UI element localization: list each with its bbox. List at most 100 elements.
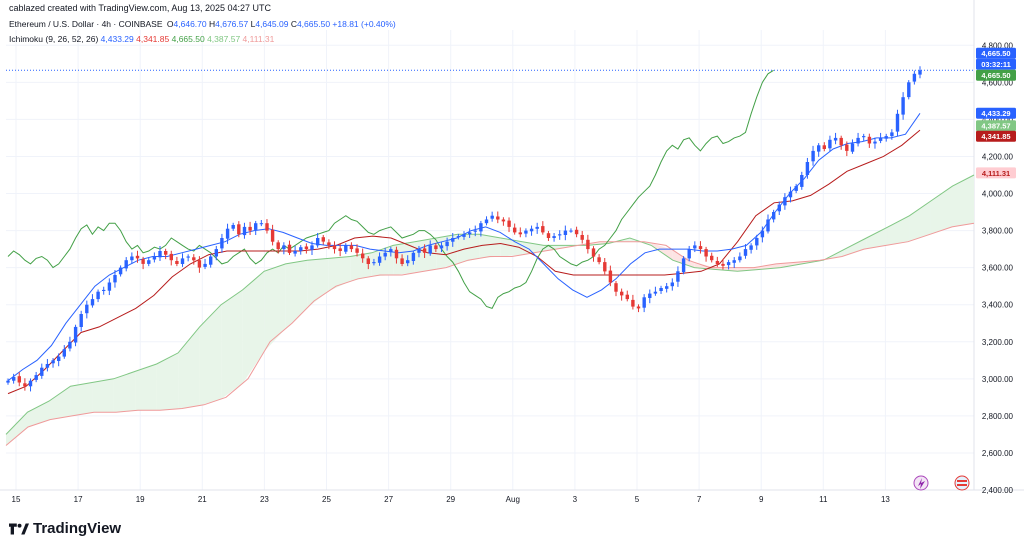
- candle-down: [580, 235, 584, 240]
- candle-up: [918, 70, 922, 75]
- candle-up: [344, 245, 348, 252]
- candle-down: [355, 248, 359, 253]
- candle-up: [681, 258, 686, 273]
- candle-up: [254, 223, 258, 230]
- x-axis-tick-label: 7: [697, 495, 702, 504]
- current-price-tag: 4,665.50: [981, 49, 1010, 58]
- candle-down: [169, 253, 173, 261]
- candle-down: [631, 299, 635, 307]
- candle-up: [873, 141, 877, 144]
- lightning-icon: [918, 478, 925, 489]
- candle-up: [805, 162, 810, 175]
- cloud-segment-bull: [242, 271, 265, 384]
- candle-up: [738, 256, 742, 261]
- indicator-span-b-value: 4,111.31: [242, 34, 275, 44]
- cloud-segment-bull: [866, 226, 888, 249]
- candle-up: [220, 238, 224, 249]
- candle-up: [653, 291, 658, 294]
- cloud-segment-bull: [371, 245, 394, 277]
- candle-up: [862, 136, 866, 138]
- x-axis-tick-label: 9: [759, 495, 764, 504]
- candle-down: [141, 259, 145, 264]
- candle-down: [715, 261, 720, 264]
- symbol-label[interactable]: Ethereum / U.S. Dollar · 4h · COINBASE: [9, 19, 163, 29]
- candle-up: [878, 137, 883, 141]
- base-line: [7, 129, 921, 395]
- candle-up: [665, 286, 669, 289]
- cloud-segment-bull: [178, 326, 200, 409]
- tradingview-logo-icon: [9, 522, 29, 535]
- candle-down: [237, 224, 241, 235]
- candle-up: [389, 249, 393, 253]
- candle-up: [107, 282, 112, 291]
- candle-up: [406, 260, 410, 264]
- candle-up: [468, 232, 472, 235]
- candle-down: [327, 242, 331, 246]
- x-axis-tick-label: 25: [322, 495, 331, 504]
- candle-down: [276, 242, 280, 250]
- candle-down: [597, 257, 601, 263]
- candle-up: [445, 241, 449, 247]
- candle-down: [23, 383, 27, 387]
- indicator-name[interactable]: Ichimoku (9, 26, 52, 26): [9, 34, 99, 44]
- y-axis-tick-label: 2,600.00: [982, 449, 1014, 458]
- candle-down: [192, 257, 196, 261]
- x-axis-tick-label: 11: [819, 495, 828, 504]
- x-axis-tick-label: 29: [446, 495, 455, 504]
- candle-up: [411, 252, 416, 261]
- candle-up: [225, 228, 230, 239]
- cloud-segment-bull: [543, 245, 566, 252]
- candle-down: [17, 376, 21, 383]
- candle-up: [118, 267, 123, 275]
- candle-up: [693, 245, 697, 249]
- leading-span-b-line: [5, 222, 975, 446]
- candle-up: [383, 252, 387, 257]
- chart-header: cablazed created with TradingView.com, A…: [9, 3, 396, 44]
- candle-down: [518, 232, 522, 235]
- candle-down: [135, 255, 140, 259]
- candle-up: [777, 204, 781, 212]
- candle-down: [304, 246, 309, 250]
- candle-down: [361, 253, 365, 259]
- candle-up: [490, 215, 494, 219]
- change-value: +18.81 (+0.40%): [332, 19, 396, 29]
- candle-up: [484, 219, 489, 224]
- candle-down: [265, 223, 269, 231]
- candle-down: [248, 226, 252, 231]
- candle-up: [417, 249, 421, 253]
- indicator-lagging-value: 4,665.50: [171, 34, 205, 44]
- y-axis-tick-label: 4,600.00: [982, 78, 1014, 87]
- candle-up: [743, 249, 748, 256]
- y-axis-tick-label: 3,000.00: [982, 375, 1014, 384]
- base-line-tag-bg: [976, 130, 1016, 142]
- cloud-segment-bull: [307, 258, 329, 308]
- candle-up: [214, 249, 218, 257]
- candle-up: [158, 251, 162, 258]
- cloud-segment-bull: [135, 363, 157, 411]
- candle-down: [698, 246, 703, 250]
- span-b-tag-bg: [976, 167, 1016, 179]
- candle-up: [884, 136, 888, 139]
- candle-up: [890, 132, 894, 137]
- open-label: O: [166, 19, 174, 29]
- candle-up: [749, 245, 753, 250]
- cloud-segment-bull: [156, 352, 179, 411]
- candle-up: [57, 356, 61, 361]
- candle-up: [850, 143, 855, 152]
- open-value: 4,646.70: [173, 19, 207, 29]
- candle-up: [479, 223, 483, 232]
- candle-up: [901, 97, 905, 115]
- cloud-segment-bull: [6, 412, 28, 446]
- candle-up: [62, 349, 66, 357]
- tradingview-logo[interactable]: TradingView: [9, 520, 121, 537]
- candle-down: [591, 248, 596, 257]
- candle-down: [507, 220, 511, 227]
- y-axis-tick-label: 2,400.00: [982, 486, 1014, 495]
- candle-up: [772, 212, 776, 220]
- candle-up: [642, 297, 646, 308]
- candle-up: [760, 230, 765, 238]
- conversion-line-tag-bg: [976, 107, 1016, 119]
- cloud-segment-bull: [49, 386, 71, 420]
- candle-up: [299, 247, 303, 251]
